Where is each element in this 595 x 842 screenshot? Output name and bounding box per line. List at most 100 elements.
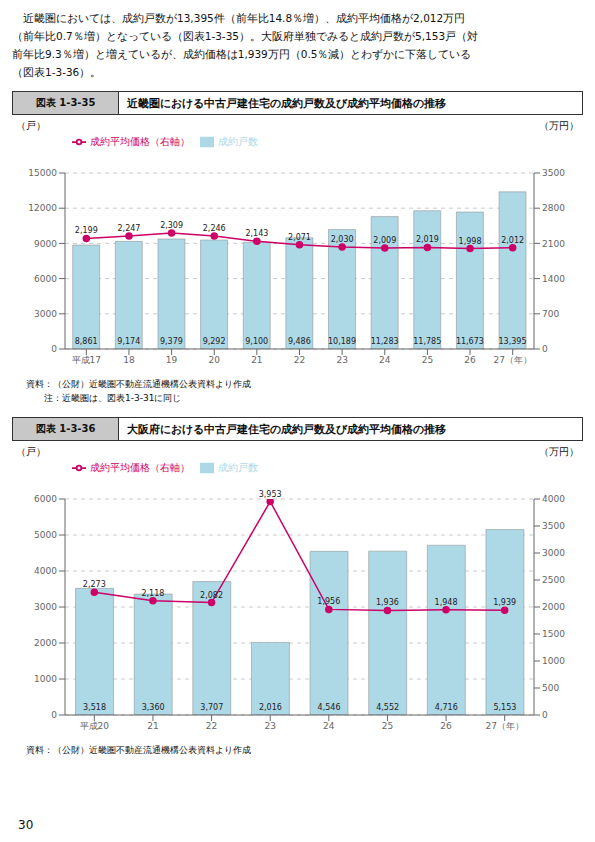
svg-text:2,009: 2,009	[373, 236, 396, 245]
html-text:成約平均価格（右軸）: 成約平均価格（右軸）	[90, 462, 190, 474]
svg-text:2,118: 2,118	[141, 589, 164, 598]
svg-text:500: 500	[542, 684, 559, 694]
html-text:図表 1-3-36: 図表 1-3-36	[35, 423, 96, 435]
svg-text:9,100: 9,100	[245, 337, 268, 346]
svg-text:1,998: 1,998	[459, 237, 482, 246]
html-text:成約戸数: 成約戸数	[218, 462, 258, 474]
svg-text:2,309: 2,309	[160, 221, 183, 230]
svg-text:平成20: 平成20	[80, 722, 110, 732]
svg-text:3000: 3000	[34, 603, 57, 613]
svg-text:20: 20	[209, 356, 221, 366]
svg-text:4,546: 4,546	[318, 703, 341, 712]
svg-text:9,174: 9,174	[117, 337, 140, 346]
svg-text:1000: 1000	[34, 675, 57, 685]
svg-text:22: 22	[294, 356, 305, 366]
svg-text:4,716: 4,716	[435, 703, 458, 712]
svg-text:3,953: 3,953	[259, 490, 282, 499]
svg-text:3000: 3000	[542, 549, 565, 559]
svg-text:2,273: 2,273	[83, 581, 106, 590]
svg-text:2,082: 2,082	[200, 591, 223, 600]
svg-text:3,360: 3,360	[142, 703, 165, 712]
html-text:（戸）: （戸）	[16, 120, 46, 132]
html-text:（戸）: （戸）	[16, 446, 46, 458]
html-text:近畿圏における中古戸建住宅の成約戸数及び成約平均価格の推移: 近畿圏における中古戸建住宅の成約戸数及び成約平均価格の推移	[127, 96, 447, 110]
svg-text:9000: 9000	[34, 239, 57, 249]
svg-text:2,016: 2,016	[259, 703, 282, 712]
svg-text:0: 0	[51, 345, 57, 355]
svg-text:2,247: 2,247	[118, 224, 141, 233]
html-text:（万円）: （万円）	[539, 120, 579, 132]
svg-text:21: 21	[147, 722, 158, 732]
svg-text:700: 700	[542, 309, 559, 319]
svg-text:6000: 6000	[34, 274, 57, 284]
svg-text:2,071: 2,071	[288, 233, 311, 242]
html-text:成約戸数: 成約戸数	[218, 136, 258, 148]
svg-text:3000: 3000	[34, 309, 57, 319]
svg-text:2,012: 2,012	[501, 236, 524, 245]
svg-text:4000: 4000	[542, 495, 565, 505]
svg-text:2800: 2800	[542, 204, 565, 214]
svg-text:12000: 12000	[28, 204, 57, 214]
svg-text:11,785: 11,785	[413, 337, 441, 346]
svg-text:15000: 15000	[28, 169, 57, 179]
svg-text:3,518: 3,518	[83, 703, 106, 712]
svg-text:9,486: 9,486	[288, 337, 311, 346]
svg-text:2100: 2100	[542, 239, 565, 249]
svg-text:2500: 2500	[542, 576, 565, 586]
svg-text:2000: 2000	[34, 639, 57, 649]
svg-text:0: 0	[51, 711, 57, 721]
svg-text:10,189: 10,189	[328, 337, 356, 346]
svg-text:26: 26	[464, 356, 476, 366]
svg-text:22: 22	[206, 722, 217, 732]
svg-text:1,948: 1,948	[435, 598, 458, 607]
html-text:資料：（公財）近畿圏不動産流通機構公表資料より作成: 資料：（公財）近畿圏不動産流通機構公表資料より作成	[26, 379, 251, 390]
svg-text:0: 0	[542, 345, 548, 355]
svg-text:4000: 4000	[34, 567, 57, 577]
svg-text:2,019: 2,019	[416, 236, 439, 245]
html-text:近畿圏においては、成約戸数が13,395件（前年比14.8％: 近畿圏においては、成約戸数が13,395件（前年比14.8％増）、成約平均価格が…	[12, 12, 479, 78]
html-text:図表 1-3-35: 図表 1-3-35	[35, 97, 96, 109]
svg-text:4,552: 4,552	[376, 703, 399, 712]
svg-text:1400: 1400	[542, 274, 565, 284]
svg-text:21: 21	[251, 356, 262, 366]
svg-text:2,143: 2,143	[245, 230, 268, 239]
svg-text:23: 23	[264, 722, 275, 732]
svg-text:9,292: 9,292	[203, 337, 226, 346]
svg-text:27（年）: 27（年）	[493, 356, 531, 366]
svg-text:2,246: 2,246	[203, 224, 226, 233]
svg-text:2000: 2000	[542, 603, 565, 613]
html-text:大阪府における中古戸建住宅の成約戸数及び成約平均価格の推移: 大阪府における中古戸建住宅の成約戸数及び成約平均価格の推移	[127, 422, 447, 436]
svg-text:25: 25	[422, 356, 433, 366]
svg-text:19: 19	[166, 356, 178, 366]
svg-text:0: 0	[542, 711, 548, 721]
svg-text:8,861: 8,861	[75, 337, 98, 346]
svg-text:2,199: 2,199	[75, 227, 98, 236]
svg-text:1000: 1000	[542, 657, 565, 667]
svg-text:11,283: 11,283	[371, 337, 399, 346]
svg-text:2,030: 2,030	[331, 235, 354, 244]
html-text:30: 30	[18, 818, 34, 832]
svg-text:平成17: 平成17	[72, 356, 101, 366]
svg-text:24: 24	[379, 356, 391, 366]
svg-text:1,939: 1,939	[493, 599, 516, 608]
svg-text:3500: 3500	[542, 522, 565, 532]
svg-text:18: 18	[123, 356, 135, 366]
svg-text:5,153: 5,153	[493, 703, 516, 712]
svg-text:3,707: 3,707	[200, 703, 223, 712]
svg-text:1,936: 1,936	[376, 599, 399, 608]
svg-text:13,395: 13,395	[499, 337, 527, 346]
svg-text:27（年）: 27（年）	[485, 722, 523, 732]
svg-text:11,673: 11,673	[456, 337, 484, 346]
svg-text:3500: 3500	[542, 169, 565, 179]
html-text:（万円）: （万円）	[539, 446, 579, 458]
svg-text:1500: 1500	[542, 630, 565, 640]
svg-text:5000: 5000	[34, 531, 57, 541]
svg-text:9,379: 9,379	[160, 337, 183, 346]
svg-text:24: 24	[323, 722, 335, 732]
svg-text:6000: 6000	[34, 495, 57, 505]
html-text:成約平均価格（右軸）: 成約平均価格（右軸）	[90, 136, 190, 148]
svg-text:1,956: 1,956	[317, 598, 340, 607]
svg-text:23: 23	[336, 356, 347, 366]
svg-text:25: 25	[382, 722, 393, 732]
svg-text:26: 26	[440, 722, 452, 732]
